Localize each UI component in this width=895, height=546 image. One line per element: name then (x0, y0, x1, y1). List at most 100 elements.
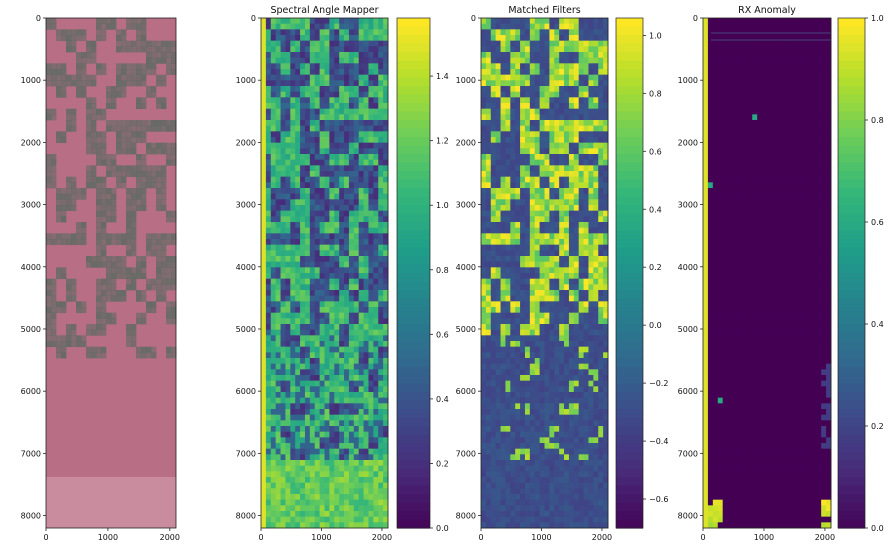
heat-pixel (510, 23, 516, 30)
heat-pixel (304, 335, 311, 342)
heat-pixel (593, 346, 599, 353)
field-pixel (71, 176, 77, 183)
heat-pixel (603, 233, 609, 240)
field-pixel (126, 74, 132, 81)
heat-pixel (520, 256, 526, 263)
heat-pixel (324, 403, 330, 410)
heat-pixel (339, 35, 345, 42)
heat-pixel (358, 18, 364, 25)
heat-pixel (524, 261, 531, 268)
heat-pixel (524, 52, 531, 59)
heat-pixel (319, 188, 325, 195)
heat-pixel (373, 352, 379, 359)
heat-pixel (265, 131, 272, 138)
heat-pixel (324, 142, 330, 149)
heat-pixel (515, 392, 521, 399)
field-pixel (101, 352, 107, 359)
heat-pixel (363, 69, 369, 76)
heat-pixel (378, 448, 384, 455)
heat-pixel (598, 295, 604, 302)
heat-pixel (524, 301, 531, 308)
heat-pixel (300, 103, 306, 110)
field-pixel (141, 23, 147, 30)
heat-pixel (304, 182, 311, 189)
heat-pixel (329, 505, 335, 512)
heat-pixel (265, 205, 272, 212)
heat-pixel (383, 23, 389, 30)
field-pixel (61, 188, 67, 195)
heat-pixel (285, 290, 291, 297)
heat-pixel (290, 505, 296, 512)
heat-pixel (568, 165, 575, 172)
heat-pixel (593, 256, 599, 263)
heat-pixel (319, 137, 325, 144)
heat-pixel (265, 369, 272, 376)
heat-pixel (490, 131, 497, 138)
x-tick-label: 2000 (372, 533, 392, 542)
heat-pixel (300, 216, 306, 223)
field-pixel (101, 137, 107, 144)
heat-pixel (261, 199, 267, 206)
heat-pixel (520, 261, 526, 268)
field-pixel (136, 346, 142, 353)
heat-pixel (261, 448, 267, 455)
heat-pixel (314, 511, 321, 518)
heat-pixel (295, 488, 301, 495)
heat-pixel (334, 443, 340, 450)
heat-pixel (353, 392, 360, 399)
heat-pixel (564, 346, 570, 353)
field-pixel (71, 29, 77, 36)
heat-pixel (505, 273, 511, 280)
heat-pixel (285, 363, 291, 370)
heat-pixel (559, 108, 565, 115)
heat-pixel (348, 40, 355, 47)
heat-pixel (368, 341, 374, 348)
heat-pixel (358, 431, 364, 438)
heat-pixel (314, 312, 321, 319)
heat-pixel (295, 352, 301, 359)
heat-pixel (339, 46, 345, 53)
heat-pixel (339, 80, 345, 87)
heat-pixel (598, 380, 604, 387)
heat-pixel (363, 193, 369, 200)
heat-pixel (495, 137, 501, 144)
field-pixel (51, 341, 57, 348)
heat-pixel (290, 380, 296, 387)
heat-pixel (334, 375, 340, 382)
heat-pixel (285, 74, 291, 81)
heat-pixel (275, 256, 281, 263)
heat-pixel (314, 386, 321, 393)
heat-pixel (368, 18, 374, 25)
heat-pixel (490, 154, 497, 161)
heat-pixel (383, 239, 389, 246)
heat-pixel (373, 233, 379, 240)
heat-pixel (573, 256, 580, 263)
heat-pixel (275, 516, 281, 523)
heat-pixel (481, 295, 487, 302)
heat-pixel (344, 454, 350, 461)
heat-pixel (510, 397, 516, 404)
field-pixel (161, 171, 167, 178)
heat-pixel (280, 420, 286, 427)
heat-pixel (285, 352, 291, 359)
heat-pixel (295, 482, 301, 489)
heat-pixel (378, 137, 384, 144)
heat-pixel (300, 482, 306, 489)
heat-pixel (280, 403, 286, 410)
heat-pixel (344, 57, 350, 64)
heat-pixel (573, 392, 580, 399)
heat-pixel (314, 86, 321, 93)
heat-pixel (520, 307, 526, 314)
heat-pixel (353, 267, 360, 274)
field-pixel (91, 256, 97, 263)
heat-pixel (353, 278, 360, 285)
heat-pixel (593, 137, 599, 144)
heat-pixel (368, 63, 374, 70)
heat-pixel (588, 227, 594, 234)
heat-pixel (353, 250, 360, 257)
colorbar-segment (397, 298, 430, 308)
heat-pixel (304, 420, 311, 427)
heat-pixel (573, 386, 580, 393)
heat-pixel (363, 205, 369, 212)
heat-pixel (539, 125, 545, 132)
